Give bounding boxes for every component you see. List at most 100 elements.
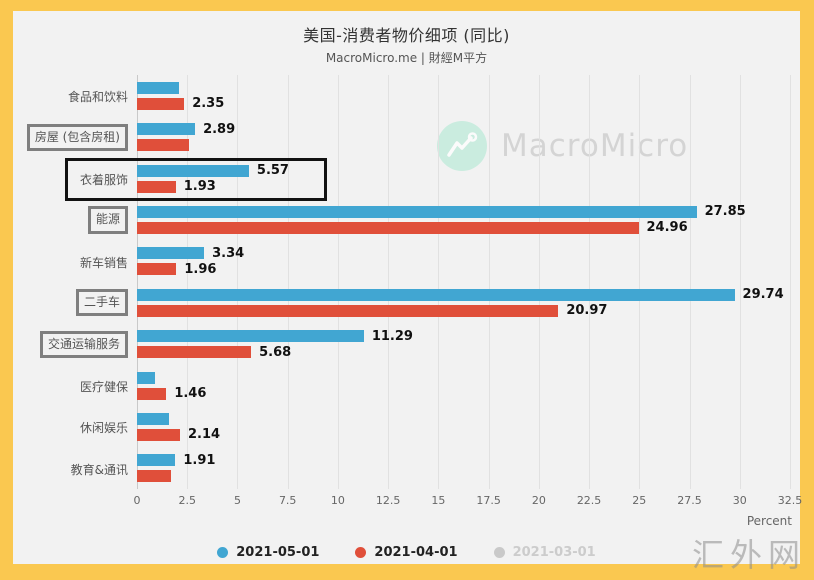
bar-line: 2.14 (137, 427, 790, 442)
gridline (488, 75, 490, 489)
bar-line: 1.46 (137, 386, 790, 402)
x-axis-tick: 17.5 (476, 494, 501, 507)
macromicro-watermark-text: MacroMicro (501, 128, 689, 164)
bar-value-label: 5.57 (256, 163, 289, 179)
gridline (538, 75, 540, 489)
category-label: 衣着服饰 (79, 173, 128, 188)
category-cell: 交通运输服务 (23, 330, 137, 358)
bar-group: 29.74 20.97 (137, 287, 790, 319)
bar-line (137, 412, 790, 425)
gridline (589, 75, 591, 489)
chart-row: 房屋 (包含房租) 2.89 (23, 116, 790, 157)
bar-2021-05-01 (137, 454, 176, 467)
gridline (237, 75, 239, 489)
bar-line (137, 470, 790, 483)
bar-2021-04-01 (137, 470, 172, 483)
bar-2021-04-01 (137, 263, 177, 276)
bar-group: 1.91 (137, 452, 790, 483)
x-axis-tick: 0 (133, 494, 141, 507)
x-axis-tick: 30 (732, 494, 747, 507)
bar-value-label: 3.34 (212, 245, 245, 261)
bar-line: 11.29 (137, 328, 790, 344)
gridline (790, 75, 791, 489)
category-label: 食品和饮料 (67, 90, 128, 105)
macromicro-logo-icon (437, 121, 487, 171)
bar-2021-05-01 (137, 164, 249, 177)
bar-2021-05-01 (137, 288, 735, 301)
gridline (137, 75, 138, 489)
bar-line: 3.34 (137, 245, 790, 261)
bar-2021-04-01 (137, 180, 176, 193)
bar-group: 2.89 (137, 121, 790, 152)
bar-value-label: 11.29 (371, 328, 413, 344)
bar-2021-05-01 (137, 330, 364, 343)
bar-value-label: 1.91 (183, 452, 216, 468)
chart-row: 食品和饮料 2.35 (23, 75, 790, 116)
gridline (639, 75, 641, 489)
gridline (388, 75, 390, 489)
gridline (187, 75, 189, 489)
bar-line: 29.74 (137, 287, 790, 303)
bar-value-label: 27.85 (704, 204, 746, 220)
bar-2021-05-01 (137, 247, 205, 260)
gridline (739, 75, 741, 489)
x-axis-tick: 20 (531, 494, 546, 507)
legend-item-2021-05-01[interactable]: 2021-05-01 (217, 545, 319, 560)
gridline (337, 75, 339, 489)
category-label: 能源 (87, 206, 128, 234)
bar-line: 2.35 (137, 96, 790, 111)
bar-value-label: 2.89 (203, 121, 236, 137)
bar-line (137, 371, 790, 384)
category-cell: 休闲娱乐 (23, 417, 137, 436)
bar-value-label: 1.46 (174, 386, 207, 402)
category-cell: 教育&通讯 (23, 459, 137, 478)
bar-2021-04-01 (137, 221, 639, 234)
bar-2021-05-01 (137, 371, 156, 384)
bar-line: 20.97 (137, 303, 790, 319)
bar-line (137, 139, 790, 152)
bar-2021-04-01 (137, 139, 190, 152)
chart-subtitle: MacroMicro.me | 財經M平方 (325, 51, 488, 65)
chart-row: 二手车 29.74 20.97 (23, 282, 790, 323)
bar-group: 1.46 (137, 371, 790, 402)
bar-line: 1.96 (137, 261, 790, 277)
category-label: 二手车 (75, 289, 128, 317)
bar-2021-05-01 (137, 412, 170, 425)
chart-row: 新车销售 3.34 1.96 (23, 241, 790, 282)
chart-row: 能源 27.85 24.96 (23, 199, 790, 240)
macromicro-watermark: MacroMicro (437, 121, 688, 171)
bar-2021-05-01 (137, 205, 697, 218)
bar-line: 5.57 (137, 163, 790, 179)
bar-group: 11.29 5.68 (137, 328, 790, 360)
bar-group: 27.85 24.96 (137, 204, 790, 235)
bar-group: 5.57 1.93 (137, 163, 790, 194)
category-label: 医疗健保 (79, 380, 128, 395)
legend-label: 2021-05-01 (236, 545, 320, 560)
gridline (438, 75, 440, 489)
category-cell: 新车销售 (23, 252, 137, 271)
bar-value-label: 1.96 (184, 261, 217, 277)
bar-2021-04-01 (137, 387, 167, 400)
bar-line: 27.85 (137, 204, 790, 220)
x-axis-tick: 27.5 (677, 494, 702, 507)
category-cell: 能源 (23, 206, 137, 234)
chart-row: 衣着服饰 5.57 1.93 (23, 158, 790, 199)
legend-dot-icon (355, 547, 367, 558)
bar-line: 24.96 (137, 220, 790, 235)
x-axis-tick: 22.5 (576, 494, 602, 507)
bar-value-label: 20.97 (566, 303, 608, 319)
legend-item-2021-04-01[interactable]: 2021-04-01 (355, 545, 458, 560)
bar-line: 1.93 (137, 179, 790, 194)
category-cell: 医疗健保 (23, 376, 137, 395)
category-cell: 二手车 (23, 289, 137, 317)
site-watermark: 汇外网 (691, 536, 806, 574)
bar-group: 2.14 (137, 412, 790, 442)
bar-line: 2.89 (137, 121, 790, 137)
category-label: 休闲娱乐 (79, 421, 128, 436)
category-cell: 衣着服饰 (23, 169, 137, 188)
category-label: 房屋 (包含房租) (26, 123, 128, 151)
bar-group: 2.35 (137, 81, 790, 111)
chart-title: 美国-消费者物价细项 (同比) (303, 26, 510, 45)
bar-value-label: 29.74 (742, 287, 784, 303)
legend-item-2021-03-01[interactable]: 2021-03-01 (493, 545, 596, 560)
